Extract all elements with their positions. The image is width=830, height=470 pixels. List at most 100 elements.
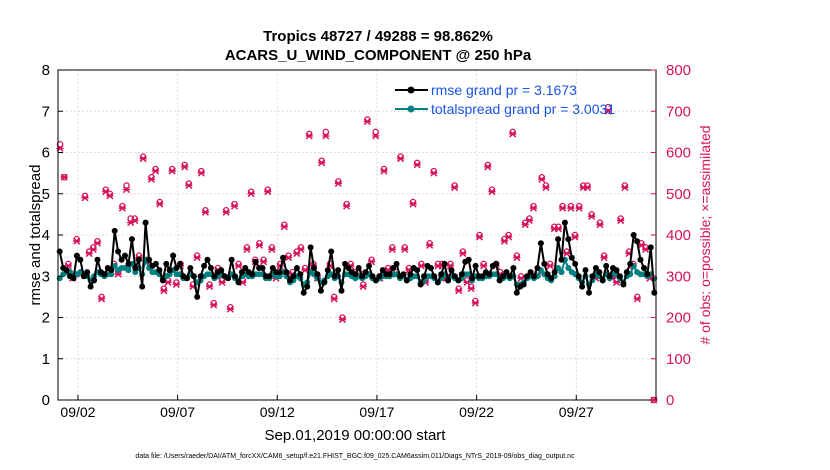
rmse-point [376,273,383,280]
obs-assimilated-point [459,250,467,258]
obs-assimilated-point [563,250,571,258]
rmse-point [177,260,183,267]
rmse-point [359,273,366,280]
obs-assimilated-point [401,245,409,253]
rmse-point [304,283,311,290]
rmse-point [445,277,452,284]
rmse-point [132,265,139,271]
rmse-point [479,273,486,280]
rmse-point [338,287,345,294]
rmse-point [225,275,232,282]
y-left-tick-label: 3 [42,268,50,285]
obs-assimilated-point [106,192,114,200]
rmse-point [637,256,644,263]
rmse-point [572,260,579,267]
rmse-point [434,279,441,286]
rmse-point [311,265,317,271]
obs-assimilated-point [417,262,425,270]
obs-assimilated-point [122,186,131,194]
obs-assimilated-point [567,204,575,212]
y-axis-left-label: rmse and totalspread [27,165,44,306]
rmse-point [77,256,84,263]
rmse-point [197,273,204,280]
rmse-point [400,271,407,278]
obs-assimilated-point [513,254,521,262]
rmse-point [407,271,414,278]
rmse-point [280,254,287,261]
obs-assimilated-point [218,278,226,286]
y-axis-right-label: # of obs: o=possible; ×=assimilated [697,125,713,344]
obs-assimilated-point [330,295,338,303]
obs-assimilated-point [131,217,139,225]
legend-rmse-label: rmse grand pr = 3.1673 [431,82,577,98]
rmse-point [73,252,80,259]
obs-assimilated-point [363,118,371,126]
rmse-point [541,260,548,267]
obs-assimilated-point [201,208,210,216]
obs-assimilated-point [193,254,201,262]
obs-assimilated-point [318,159,326,167]
y-left-tick-label: 4 [42,227,50,244]
rmse-point [235,279,242,286]
obs-assimilated-point [529,204,538,212]
rmse-point [166,267,173,274]
rmse-point [91,277,98,284]
obs-assimilated-point [205,283,214,291]
obs-assimilated-point [430,169,438,177]
rmse-point [500,273,507,280]
rmse-point [393,260,400,267]
y-left-tick-label: 2 [42,310,50,327]
rmse-point [94,256,101,263]
obs-assimilated-point [380,167,388,175]
rmse-point [403,277,410,284]
rmse-point [187,265,194,271]
rmse-point [156,267,163,274]
obs-assimilated-point [338,316,347,324]
rmse-point [527,269,534,276]
rmse-point [493,260,500,267]
obs-assimilated-point [243,245,251,253]
obs-assimilated-point [475,233,484,241]
obs-assimilated-point [297,245,305,253]
rmse-point [335,267,342,274]
rmse-point [427,265,434,271]
rmse-point [232,273,238,280]
rmse-point [170,252,177,259]
obs-assimilated-point [542,184,550,192]
obs-assimilated-point [409,200,417,208]
obs-assimilated-point [247,190,255,198]
rmse-point [266,273,273,280]
obs-assimilated-point [471,299,479,307]
y-right-tick-label: 800 [666,62,691,79]
rmse-point [259,265,266,271]
rmse-point [369,273,376,280]
rmse-point [421,273,427,280]
rmse-point [561,219,568,226]
x-tick-label: 09/12 [260,404,295,420]
y-axis-left: 0 1 2 3 4 5 6 7 8 [42,62,63,409]
rmse-point [342,260,348,267]
obs-assimilated-point [181,163,189,171]
obs-possible-point [372,128,379,136]
obs-assimilated-point [343,202,351,210]
obs-assimilated-point [322,132,330,140]
rmse-point [431,273,438,280]
rmse-point [362,269,369,276]
obs-assimilated-point [509,130,517,138]
x-tick-label: 09/27 [559,404,594,420]
obs-assimilated-point [255,241,264,249]
rmse-point [627,260,634,267]
rmse-point [548,275,555,282]
obs-assimilated-point [388,245,396,253]
spread-point [111,262,118,269]
obs-assimilated-point [73,237,81,245]
rmse-point [469,275,476,282]
obs-assimilated-point [156,200,164,208]
legend-spread-marker [407,105,415,113]
obs-assimilated-point [558,204,567,212]
rmse-point [616,273,623,280]
obs-assimilated-point [197,169,205,177]
rmse-point [321,279,328,286]
rmse-point [465,256,472,263]
rmse-point [293,265,300,271]
